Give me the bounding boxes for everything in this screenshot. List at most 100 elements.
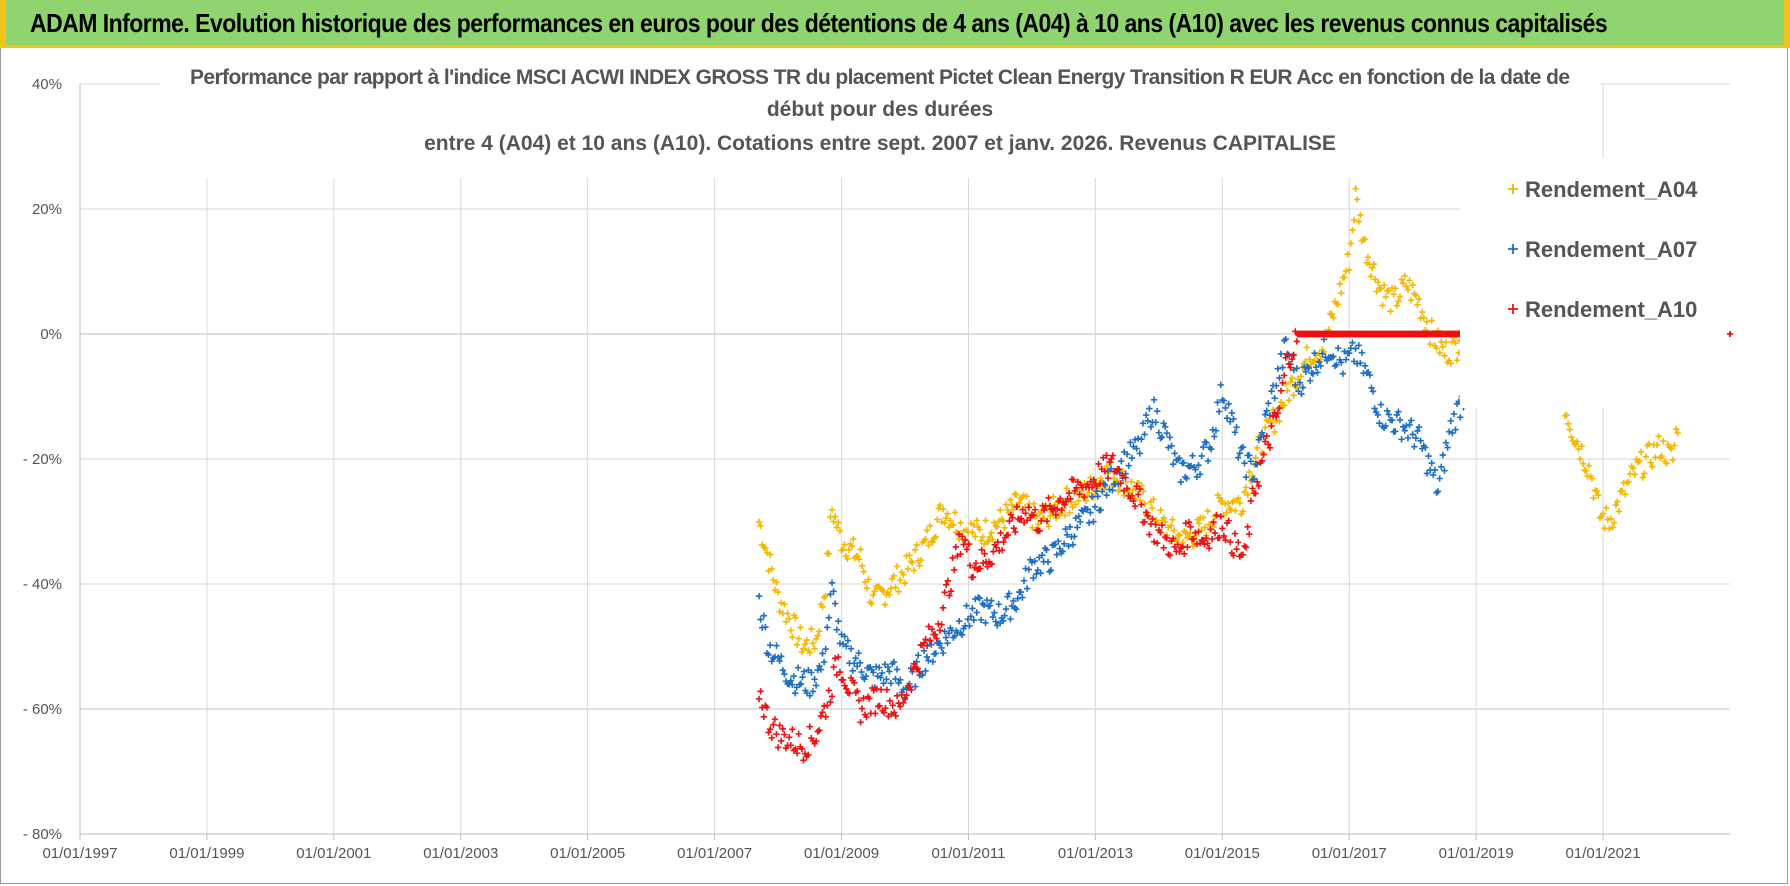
point-rendement_a07: [1217, 381, 1224, 389]
point-rendement_a10: [1096, 480, 1104, 488]
point-rendement_a10: [1046, 502, 1054, 510]
point-rendement_a04: [880, 587, 887, 595]
point-rendement_a10: [882, 704, 889, 712]
point-rendement_a07: [790, 672, 797, 680]
point-rendement_a10: [1208, 535, 1216, 543]
point-rendement_a10: [933, 635, 940, 642]
point-rendement_a04: [1658, 452, 1665, 460]
legend-label[interactable]: Rendement_A07: [1525, 237, 1697, 262]
point-rendement_a04: [1170, 527, 1178, 534]
point-rendement_a04: [774, 588, 782, 596]
point-rendement_a07: [1022, 565, 1029, 572]
point-rendement_a04: [808, 625, 815, 633]
point-rendement_a10: [1727, 331, 1733, 337]
point-rendement_a07: [887, 680, 895, 687]
point-rendement_a07: [1107, 465, 1115, 472]
point-rendement_a07: [1392, 428, 1399, 435]
point-rendement_a04: [1367, 273, 1375, 280]
point-rendement_a07: [1019, 594, 1026, 601]
point-rendement_a10: [866, 695, 873, 702]
point-rendement_a04: [893, 563, 901, 570]
point-rendement_a07: [1384, 407, 1391, 415]
point-rendement_a10: [993, 544, 1000, 551]
point-rendement_a04: [1355, 218, 1362, 225]
legend-label[interactable]: Rendement_A10: [1525, 297, 1697, 322]
point-rendement_a04: [957, 519, 964, 527]
point-rendement_a07: [884, 663, 892, 671]
point-rendement_a10: [831, 655, 839, 662]
point-rendement_a10: [1157, 529, 1164, 536]
point-rendement_a07: [789, 681, 796, 688]
legend[interactable]: Rendement_A04 Rendement_A07 Rendement_A10: [1508, 177, 1698, 322]
point-rendement_a04: [1426, 340, 1434, 348]
point-rendement_a10: [1239, 551, 1247, 558]
chart-title-line: entre 4 (A04) et 10 ans (A10). Cotations…: [424, 132, 1336, 155]
point-rendement_a10: [1252, 490, 1259, 497]
point-rendement_a04: [814, 632, 821, 639]
point-rendement_a07: [1231, 429, 1239, 436]
point-rendement_a07: [799, 673, 806, 681]
point-rendement_a07: [806, 692, 814, 699]
point-rendement_a07: [841, 633, 848, 640]
point-rendement_a07: [1146, 405, 1153, 412]
point-rendement_a10: [863, 713, 870, 721]
point-rendement_a04: [1288, 374, 1296, 382]
point-rendement_a04: [1182, 529, 1189, 536]
point-rendement_a04: [1334, 301, 1342, 308]
point-rendement_a07: [923, 653, 931, 661]
point-rendement_a10: [1176, 548, 1183, 556]
point-rendement_a04: [816, 628, 823, 635]
point-rendement_a04: [982, 517, 989, 524]
point-rendement_a10: [1144, 512, 1151, 520]
point-rendement_a10: [1258, 457, 1266, 464]
point-rendement_a04: [944, 510, 951, 517]
legend-label[interactable]: Rendement_A04: [1525, 177, 1698, 202]
point-rendement_a07: [1368, 384, 1375, 392]
point-rendement_a10: [755, 695, 763, 703]
point-rendement_a04: [917, 556, 925, 564]
point-rendement_a04: [1063, 485, 1070, 492]
point-rendement_a10: [1222, 536, 1229, 544]
point-rendement_a04: [1029, 524, 1036, 531]
point-rendement_a10: [1231, 530, 1239, 537]
point-rendement_a10: [1142, 509, 1150, 516]
point-rendement_a07: [1150, 396, 1158, 404]
point-rendement_a04: [819, 603, 826, 611]
point-rendement_a07: [1161, 423, 1169, 431]
point-rendement_a04: [1216, 494, 1223, 501]
banner: ADAM Informe. Evolution historique des p…: [0, 0, 1790, 48]
point-rendement_a07: [1225, 400, 1232, 408]
point-rendement_a07: [1066, 523, 1074, 531]
point-rendement_a04: [1008, 501, 1016, 509]
point-rendement_a04: [1452, 339, 1459, 347]
point-rendement_a07: [1449, 429, 1456, 437]
point-rendement_a07: [797, 680, 805, 688]
point-rendement_a07: [847, 645, 855, 652]
point-rendement_a07: [1302, 368, 1309, 375]
banner-title: ADAM Informe. Evolution historique des p…: [30, 8, 1608, 38]
point-rendement_a07: [1135, 435, 1142, 442]
point-rendement_a04: [1330, 314, 1337, 321]
point-rendement_a04: [1341, 274, 1348, 281]
point-rendement_a04: [1161, 518, 1169, 526]
point-rendement_a07: [1439, 451, 1447, 459]
point-rendement_a10: [789, 726, 796, 733]
point-rendement_a07: [1154, 408, 1161, 415]
point-rendement_a10: [800, 757, 807, 764]
point-rendement_a07: [1163, 429, 1170, 437]
point-rendement_a07: [1147, 423, 1155, 431]
point-rendement_a04: [1563, 412, 1570, 419]
point-rendement_a10: [988, 560, 996, 568]
point-rendement_a04: [1668, 445, 1675, 453]
x-tick-label: 01/01/2019: [1439, 845, 1514, 862]
point-rendement_a04: [1016, 499, 1023, 507]
point-rendement_a04: [782, 618, 790, 625]
point-rendement_a07: [870, 669, 877, 676]
x-tick-label: 01/01/2021: [1566, 845, 1641, 862]
point-rendement_a10: [977, 565, 984, 572]
point-rendement_a04: [1128, 478, 1135, 485]
point-rendement_a04: [1150, 496, 1157, 503]
point-rendement_a07: [920, 647, 928, 654]
point-rendement_a07: [922, 667, 929, 675]
point-rendement_a07: [809, 688, 817, 695]
